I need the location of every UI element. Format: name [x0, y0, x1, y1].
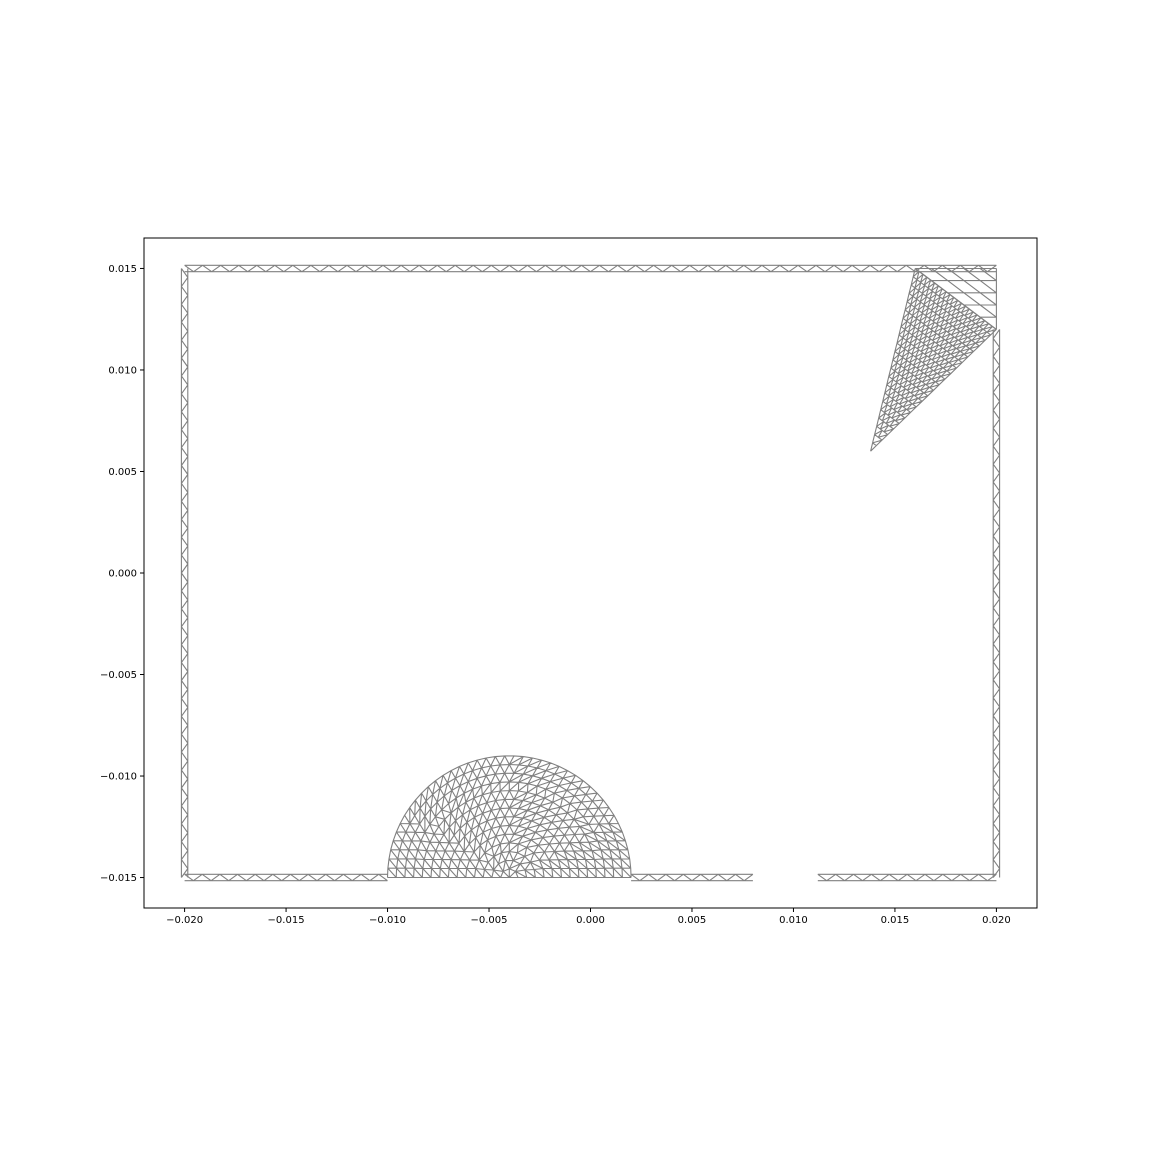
bottom-wall-right-mesh	[817, 873, 997, 882]
x-tick-label: 0.015	[881, 915, 910, 926]
x-tick-label: 0.010	[779, 915, 808, 926]
x-axis: −0.020 −0.015 −0.010 −0.005 0.000 0.005 0.010 0…	[166, 908, 1011, 926]
y-tick-label: −0.010	[100, 772, 137, 783]
bottom-wall-left-mesh	[184, 873, 388, 882]
top-wall-mesh	[184, 264, 997, 273]
corner-block-mesh	[914, 267, 997, 330]
x-tick-label: −0.005	[471, 915, 508, 926]
x-tick-label: 0.005	[678, 915, 707, 926]
y-tick-label: −0.015	[100, 873, 137, 884]
left-wall-mesh	[180, 268, 189, 878]
semicircle-mesh	[386, 755, 632, 879]
x-tick-label: −0.020	[166, 915, 203, 926]
x-tick-label: −0.015	[268, 915, 305, 926]
y-tick-label: 0.005	[108, 467, 137, 478]
x-tick-label: 0.020	[982, 915, 1011, 926]
y-tick-label: −0.005	[100, 670, 137, 681]
x-tick-label: −0.010	[369, 915, 406, 926]
bottom-wall-middle-mesh	[630, 873, 754, 882]
y-tick-label: 0.015	[108, 264, 137, 275]
y-tick-label: 0.000	[108, 569, 137, 580]
y-tick-label: 0.010	[108, 365, 137, 376]
y-axis: 0.015 0.010 0.005 0.000 −0.005 −0.010 −0.015	[100, 264, 144, 884]
wedge-mesh	[870, 268, 997, 452]
x-tick-label: 0.000	[576, 915, 605, 926]
mesh-layer	[180, 264, 1001, 882]
right-wall-mesh	[992, 329, 1001, 878]
